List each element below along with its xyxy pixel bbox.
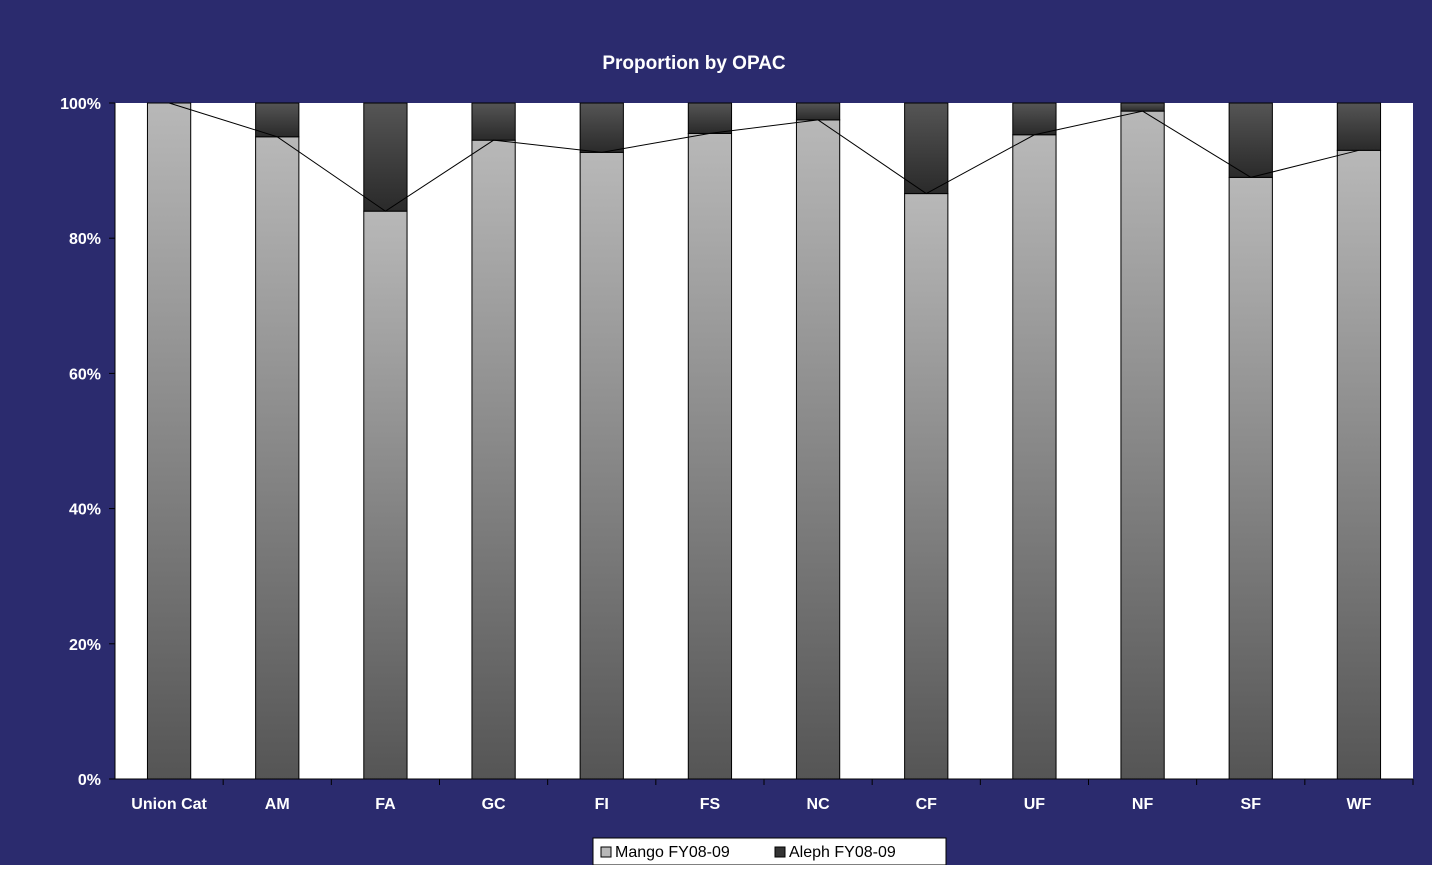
x-tick-label: FS <box>700 796 721 813</box>
x-tick-label: NF <box>1132 796 1154 813</box>
legend-label-mango: Mango FY08-09 <box>615 844 730 861</box>
bar-mango <box>471 139 516 780</box>
bar-mango <box>795 119 841 780</box>
y-axis: 0% 20% 40% 60% 80% 100% <box>60 96 116 789</box>
x-tick-label: FA <box>375 796 396 813</box>
y-tick-label: 20% <box>69 637 101 654</box>
x-tick-label: CF <box>916 796 938 813</box>
y-tick-label: 40% <box>69 502 101 519</box>
bar-mango <box>687 132 733 780</box>
y-tick-label: 60% <box>69 366 101 383</box>
bar-aleph <box>1012 102 1057 136</box>
bar-mango <box>1120 110 1165 780</box>
bar-mango <box>1012 134 1057 780</box>
bar-mango <box>1228 176 1273 780</box>
legend-box <box>592 837 947 866</box>
x-tick-label: WF <box>1346 796 1371 813</box>
x-axis: Union Cat AM FA GC FI FS NC CF UF NF SF WF <box>115 778 1414 813</box>
x-tick-label: UF <box>1024 796 1046 813</box>
y-tick-label: 0% <box>78 772 101 789</box>
bar-aleph <box>1120 102 1165 112</box>
bar-aleph <box>904 102 949 195</box>
bar-aleph <box>795 102 841 121</box>
bar-aleph <box>579 102 624 153</box>
bars <box>146 102 1382 780</box>
series-line-mango <box>168 102 1360 212</box>
chart-title: Proportion by OPAC <box>602 53 786 74</box>
x-tick-label: NC <box>807 796 831 813</box>
x-tick-label: GC <box>482 796 506 813</box>
x-tick-label: SF <box>1241 796 1262 813</box>
bar-aleph <box>1228 102 1273 178</box>
x-tick-label: FI <box>595 796 609 813</box>
legend-swatch-aleph <box>774 846 786 858</box>
legend: Mango FY08-09 Aleph FY08-09 <box>592 837 947 866</box>
bar-mango <box>146 102 192 780</box>
bar-mango <box>363 210 408 780</box>
series-line-group <box>168 102 1360 212</box>
x-tick-label: Union Cat <box>131 796 207 813</box>
plot-area <box>115 103 1413 779</box>
bar-mango <box>579 151 624 780</box>
legend-label-aleph: Aleph FY08-09 <box>789 844 896 861</box>
y-tick-label: 80% <box>69 231 101 248</box>
bar-aleph <box>1336 102 1382 151</box>
legend-swatch-mango <box>600 846 612 858</box>
y-tick-label: 100% <box>60 96 101 113</box>
bar-mango <box>255 136 300 780</box>
x-tick-label: AM <box>265 796 290 813</box>
bar-aleph <box>255 102 300 138</box>
bar-aleph <box>471 102 516 141</box>
bar-aleph <box>363 102 408 212</box>
bar-aleph <box>687 102 733 134</box>
bar-mango <box>1336 149 1382 780</box>
bar-mango <box>904 193 949 780</box>
